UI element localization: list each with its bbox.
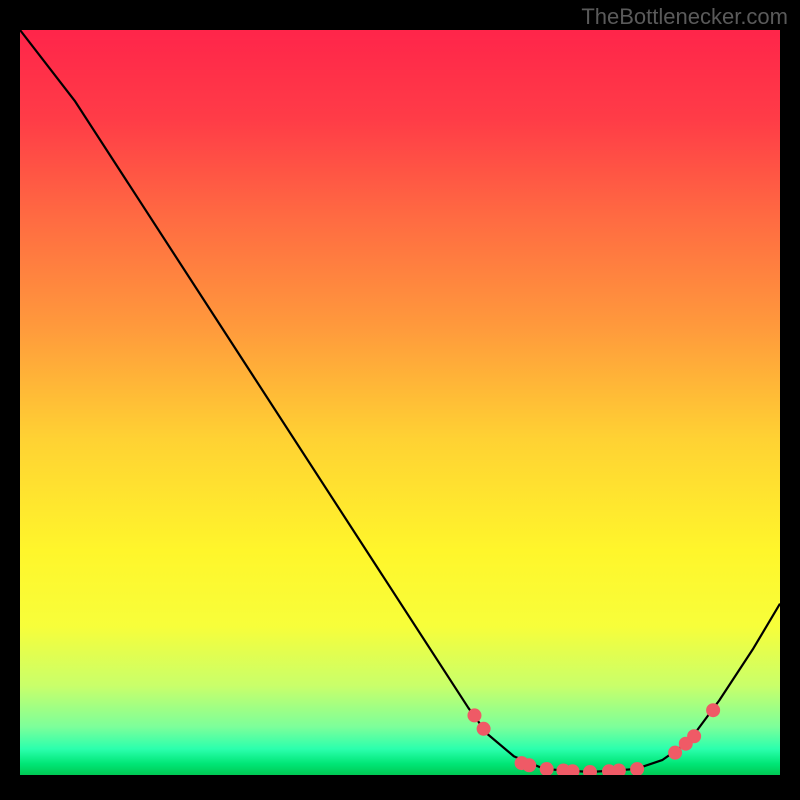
chart-container: TheBottlenecker.com (0, 0, 800, 800)
attribution-text: TheBottlenecker.com (581, 4, 788, 30)
data-marker (687, 729, 701, 743)
gradient-background (20, 30, 780, 775)
gradient-line-chart (20, 30, 780, 775)
data-marker (522, 758, 536, 772)
data-marker (706, 703, 720, 717)
data-marker (668, 746, 682, 760)
data-marker (467, 708, 481, 722)
data-marker (477, 722, 491, 736)
plot-area (20, 30, 780, 775)
